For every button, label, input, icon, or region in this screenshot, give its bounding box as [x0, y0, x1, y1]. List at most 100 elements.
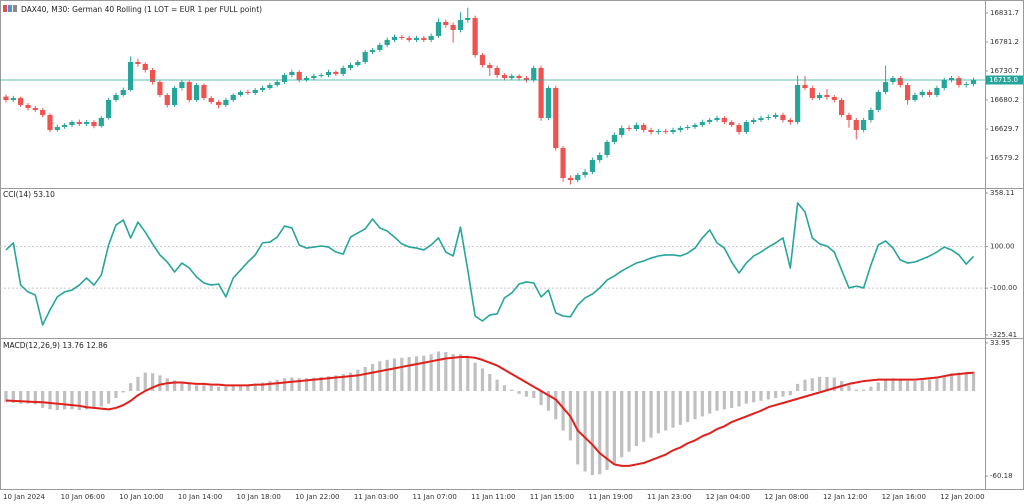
candle-body — [970, 80, 977, 85]
y-tick-label: 100.00 — [990, 243, 1015, 251]
candle-body — [751, 119, 757, 123]
histogram-bar — [708, 390, 712, 414]
candle-body — [795, 85, 801, 123]
x-tick-label: 11 Jan 07:00 — [412, 493, 456, 501]
histogram-bar — [4, 390, 8, 403]
x-tick-label: 11 Jan 23:00 — [647, 493, 691, 501]
histogram-bar — [268, 381, 272, 391]
candle-body — [340, 67, 346, 74]
histogram-bar — [85, 390, 89, 410]
candle-body — [391, 36, 398, 40]
candle-body — [743, 122, 749, 132]
candle-body — [487, 65, 493, 68]
signal-line — [5, 356, 974, 467]
histogram-bar — [854, 389, 858, 391]
candle-body — [721, 117, 727, 123]
candle-body — [641, 124, 647, 130]
histogram-bar — [429, 354, 433, 391]
candle-body — [501, 75, 508, 79]
icon[interactable] — [8, 5, 12, 12]
candle-body — [611, 134, 617, 142]
histogram-bar — [942, 375, 946, 391]
histogram-bar — [129, 383, 133, 391]
candle-body — [912, 95, 918, 101]
histogram-bar — [341, 374, 345, 391]
histogram-bar — [114, 390, 118, 399]
candle-body — [347, 65, 354, 68]
histogram-bar — [407, 357, 411, 391]
histogram-bar — [334, 375, 338, 391]
candle-body — [76, 122, 82, 125]
candle-body — [941, 80, 947, 88]
candle-body — [18, 97, 24, 105]
candle-body — [164, 95, 170, 105]
icon[interactable] — [13, 5, 17, 12]
histogram-bar — [796, 383, 800, 391]
histogram-bar — [774, 390, 778, 399]
candle-body — [685, 126, 691, 128]
histogram-bar — [180, 381, 184, 391]
candle-body — [948, 78, 955, 81]
histogram-bar — [949, 373, 954, 391]
candle-body — [714, 117, 720, 120]
y-tick-label: 16781.2 — [990, 38, 1019, 46]
candle-body — [362, 51, 368, 62]
candle-body — [171, 87, 178, 105]
histogram-bar — [356, 369, 360, 391]
candle-body — [281, 75, 288, 83]
histogram-bar — [495, 379, 499, 391]
histogram-bar — [825, 376, 829, 391]
histogram-bar — [642, 390, 646, 442]
x-tick-label: 10 Jan 22:00 — [295, 493, 339, 501]
histogram-bar — [260, 382, 265, 391]
histogram-bar — [810, 378, 814, 391]
x-tick-label: 11 Jan 19:00 — [588, 493, 632, 501]
y-tick-label: 16730.7 — [990, 67, 1019, 75]
histogram-bar — [561, 390, 565, 431]
last-price-tag — [986, 75, 1023, 85]
candle-body — [809, 87, 815, 98]
candle-body — [62, 124, 68, 127]
candle-body — [868, 109, 874, 120]
candle-body — [560, 148, 566, 179]
candle-body — [831, 97, 837, 101]
histogram-bar — [246, 384, 250, 391]
panel-title: CCI(14) 53.10 — [3, 190, 55, 199]
histogram-bar — [151, 373, 155, 391]
histogram-bar — [99, 390, 103, 407]
histogram-bar — [935, 378, 939, 391]
candle-body — [509, 75, 515, 79]
candle-body — [193, 85, 200, 101]
histogram-bar — [290, 377, 294, 391]
candle-body — [311, 75, 317, 79]
histogram-bar — [326, 376, 331, 391]
candle-body — [296, 71, 302, 81]
histogram-bar — [730, 390, 734, 408]
candle-body — [303, 78, 310, 81]
candle-body — [377, 44, 383, 50]
histogram-bar — [788, 390, 792, 396]
candle-body — [399, 36, 405, 38]
icon[interactable] — [3, 5, 7, 12]
histogram-bar — [275, 379, 279, 391]
histogram-bar — [488, 374, 492, 391]
y-tick-label: 16831.7 — [990, 9, 1019, 17]
histogram-bar — [348, 372, 353, 391]
candle-body — [267, 85, 273, 88]
candle-body — [215, 102, 222, 105]
histogram-bar — [722, 390, 726, 410]
histogram-bar — [627, 390, 631, 452]
candle-body — [934, 87, 940, 96]
histogram-bar — [172, 380, 177, 391]
x-tick-label: 12 Jan 16:00 — [882, 493, 926, 501]
histogram-bar — [927, 379, 932, 391]
histogram-bar — [818, 376, 822, 391]
x-tick-label: 11 Jan 15:00 — [530, 493, 574, 501]
histogram-bar — [502, 385, 507, 391]
histogram-bar — [612, 390, 616, 465]
histogram-bar — [253, 383, 257, 391]
y-tick-label: 16629.7 — [990, 125, 1019, 133]
candle-body — [670, 129, 676, 132]
candle-body — [435, 21, 442, 36]
